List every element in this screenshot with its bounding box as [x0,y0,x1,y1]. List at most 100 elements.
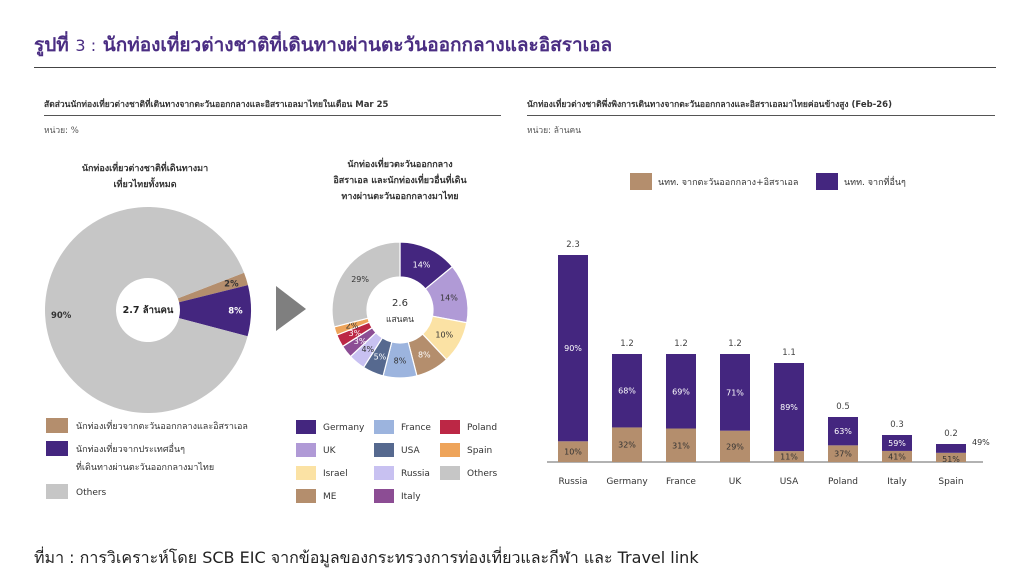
donut2-slice [331,241,401,328]
bar-segment-middle-east [720,430,750,462]
bar-category-label: France [666,477,696,487]
bar-segment-others [558,255,588,442]
donut2-value-label: 14% [413,260,431,269]
donut1-legend-swatch [46,441,68,456]
bar-segment-label: 29% [726,442,744,451]
donut2-value-label: 8% [394,357,407,366]
donut2-center-value: 2.6 [392,298,408,309]
donut2-legend-swatch [374,420,394,434]
bar-segment-label: 11% [780,453,798,462]
bar-category-label: UK [729,477,743,487]
bar-total-label: 1.1 [782,348,796,358]
donut1-slice [178,285,252,337]
donut2-title-line: ทางผ่านตะวันออกกลางมาไทย [341,190,458,202]
left-panel-unit: หน่วย: % [44,126,79,136]
donut2-value-label: 4% [361,345,374,354]
donut1-title-line: นักท่องเที่ยวต่างชาติที่เดินทางมา [82,161,208,174]
left-panel-title: สัดส่วนนักท่องเที่ยวต่างชาติที่เดินทางจา… [44,100,389,110]
bar-segment-middle-east [666,428,696,462]
donut1-legend-label: นักท่องเที่ยวจากประเทศอื่นๆ [76,442,185,455]
donut1-legend-label: นักท่องเที่ยวจากตะวันออกกลางและอิสราเอล [76,419,248,432]
donut2-legend-label: ME [323,492,337,502]
bar-category-label: USA [780,477,799,487]
right-panel-title: นักท่องเที่ยวต่างชาติพึ่งพิงการเดินทางจา… [527,100,892,110]
donut2-center-unit: แสนคน [386,315,414,325]
flow-arrow-icon [276,286,306,331]
bar-segment-others [666,354,696,429]
donut2-legend-label: France [401,423,431,433]
bar-segment-middle-east [828,445,858,462]
donut2-title-line: อิสราเอล และนักท่องเที่ยวอื่นที่เดิน [333,173,468,186]
bar-segment-label: 10% [564,448,582,457]
donut2-title-line: นักท่องเที่ยวตะวันออกกลาง [347,157,452,170]
bar-segment-label: 90% [564,344,582,353]
bar-segment-others [720,354,750,431]
bar-segment-middle-east [558,441,588,462]
donut1-legend-label: Others [76,488,107,498]
bar-total-label: 1.2 [728,339,742,349]
bar-segment-label: 37% [834,450,852,459]
bar-category-label: Italy [887,477,907,487]
donut2-value-label: 10% [435,330,453,339]
bar-legend-label: นทท. จากตะวันออกกลาง+อิสราเอล [658,177,798,188]
donut2-legend-swatch [296,466,316,480]
bar-category-label: Russia [559,477,588,487]
donut2-legend-swatch [374,443,394,457]
bar-total-label: 0.5 [836,402,850,412]
bar-segment-others [882,435,912,451]
donut2-legend-label: Israel [323,469,348,479]
donut2-legend-swatch [440,420,460,434]
bar-total-label: 1.2 [674,339,688,349]
donut2-legend-swatch [440,443,460,457]
bar-segment-label: 51% [942,455,960,464]
bar-category-label: Poland [828,477,858,487]
bar-total-label: 0.2 [944,429,958,439]
bar-segment-label: 68% [618,387,636,396]
donut2-legend-swatch [296,420,316,434]
donut1-legend-label: ที่เดินทางผ่านตะวันออกกลางมาไทย [76,460,214,473]
donut2-value-label: 2% [346,322,359,331]
bar-total-label: 1.2 [620,339,634,349]
bar-segment-middle-east [774,451,804,462]
donut2-legend-label: Others [467,469,498,479]
figure-title: รูปที่ 3 : นักท่องเที่ยวต่างชาติที่เดินท… [34,34,613,56]
bar-segment-label: 71% [726,388,744,397]
bar-segment-label: 49% [972,438,990,447]
bar-segment-label: 63% [834,427,852,436]
bar-legend-label: นทท. จากที่อื่นๆ [844,175,906,188]
bar-segment-middle-east [936,452,966,462]
donut2-value-label: 3% [349,329,362,338]
title-divider [34,67,996,68]
donut2-legend-label: Germany [323,423,365,433]
bar-total-label: 2.3 [566,240,580,250]
donut2-legend-label: UK [323,446,337,456]
right-panel-unit: หน่วย: ล้านคน [527,126,582,136]
bar-segment-middle-east [882,450,912,462]
bar-segment-label: 31% [672,441,690,450]
donut2-value-label: 29% [351,275,369,284]
donut2-legend-swatch [440,466,460,480]
donut2-legend-swatch [296,443,316,457]
right-panel-rule [527,115,995,116]
donut1-legend-swatch [46,484,68,499]
bar-legend-swatch [816,173,838,190]
left-panel-rule [44,115,501,116]
bar-category-label: Spain [938,477,963,487]
donut2-legend-label: Spain [467,446,492,456]
donut1-legend-swatch [46,418,68,433]
donut2-value-label: 3% [354,337,367,346]
bar-segment-middle-east [612,427,642,462]
donut2-legend-swatch [296,489,316,503]
donut2-legend-swatch [374,489,394,503]
bar-segment-label: 32% [618,441,636,450]
donut1-slice [177,272,248,303]
bar-segment-others [936,444,966,453]
bar-segment-label: 69% [672,387,690,396]
bar-category-label: Germany [606,477,648,487]
bar-segment-others [828,417,858,446]
bar-segment-label: 89% [780,403,798,412]
bar-total-label: 0.3 [890,420,904,430]
source-note: ที่มา : การวิเคราะห์โดย SCB EIC จากข้อมู… [34,548,699,567]
donut1-slice [45,206,248,413]
